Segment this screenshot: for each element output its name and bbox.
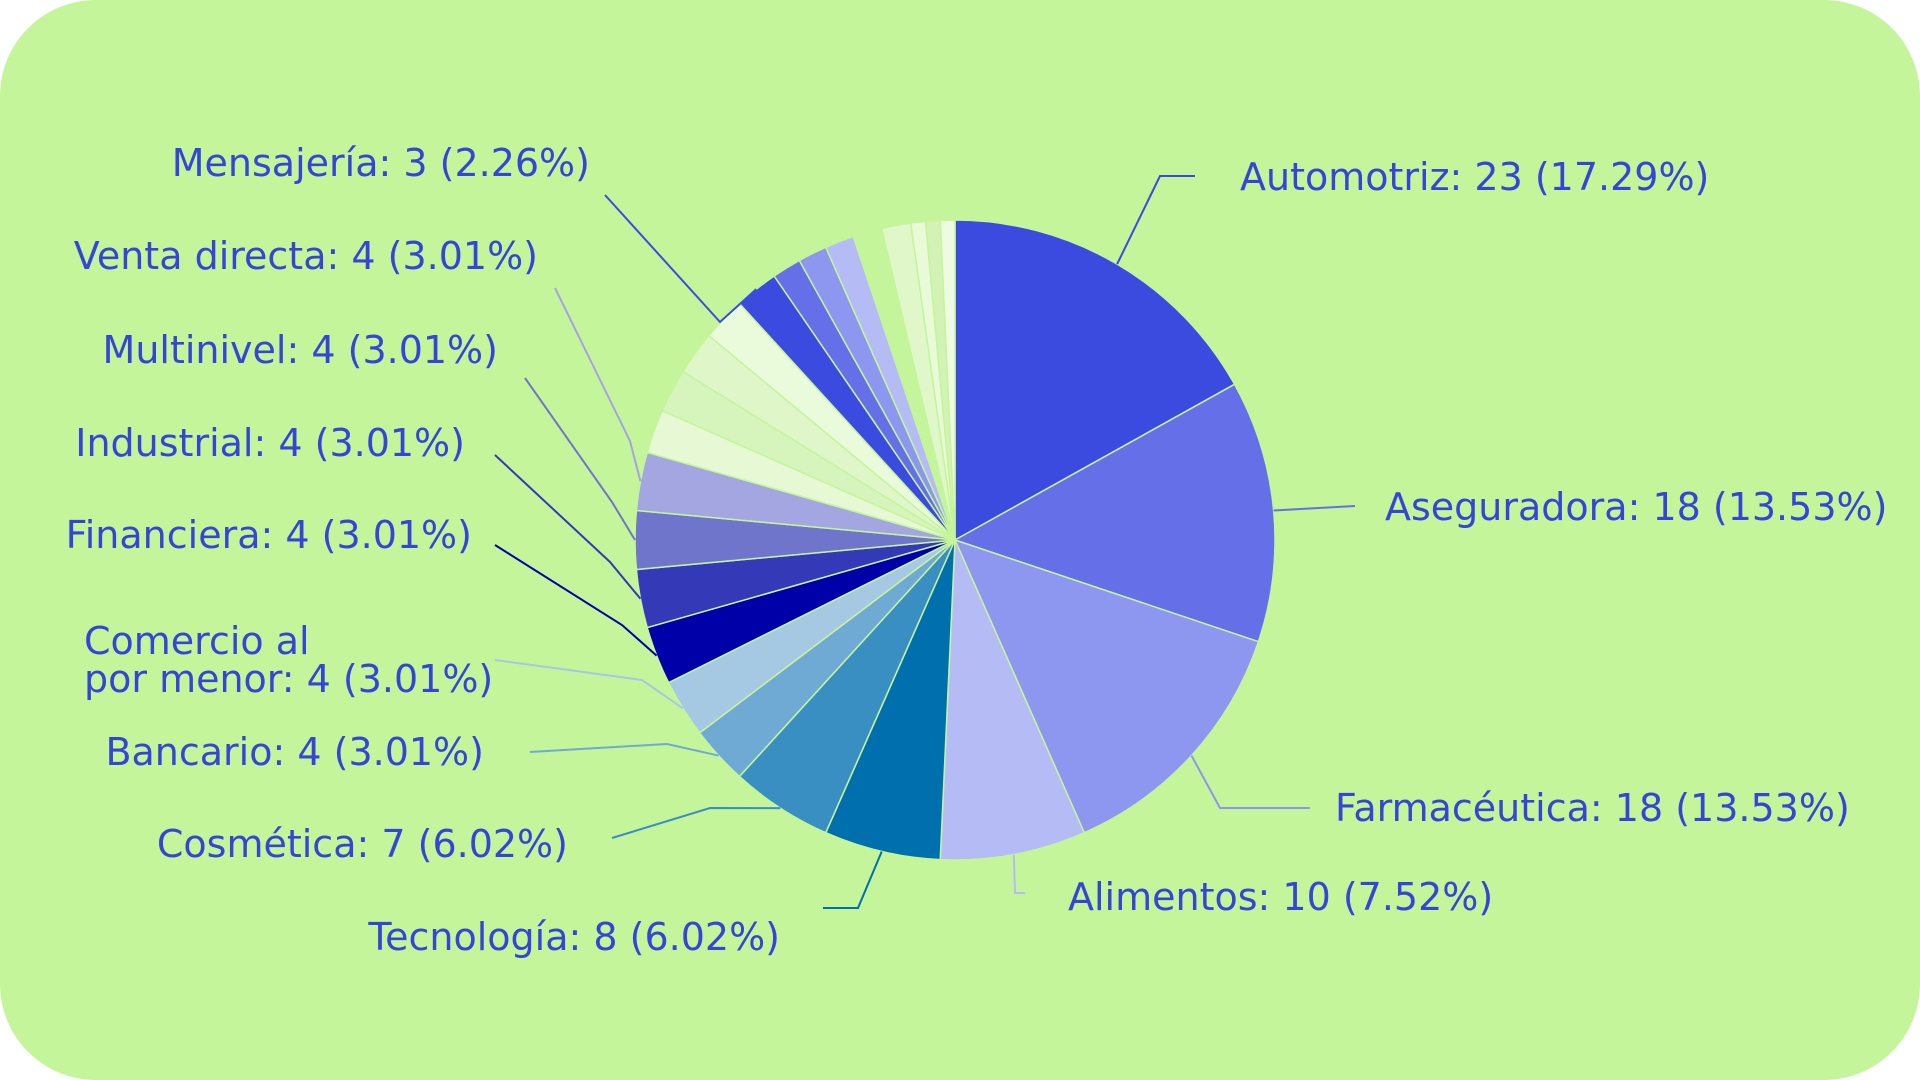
leader-line (1190, 755, 1310, 809)
pie-slice (939, 539, 1086, 861)
leader-line (1116, 175, 1195, 265)
slice-label: Industrial: 4 (3.01%) (75, 421, 465, 465)
slice-labels: Automotriz: 23 (17.29%) Aseguradora: 18 (… (66, 141, 1888, 959)
slice-label: Tecnología: 8 (6.02%) (367, 915, 780, 959)
slice-label: Farmacéutica: 18 (13.53%) (1335, 786, 1850, 830)
leader-line (494, 659, 684, 710)
leader-line (611, 806, 781, 839)
slice-label: Mensajería: 3 (2.26%) (172, 141, 590, 185)
slice-label: Venta directa: 4 (3.01%) (74, 234, 538, 278)
pie-slice (953, 538, 1260, 834)
pie-slice (939, 219, 956, 541)
slice-label: Alimentos: 10 (7.52%) (1068, 875, 1493, 919)
leader-line (524, 377, 636, 541)
pie-slice (953, 383, 1276, 643)
slice-label-line: Comercio al (84, 619, 310, 663)
leader-line (1012, 854, 1025, 894)
pie-slices (634, 219, 1276, 861)
leader-lines (494, 175, 1356, 909)
slice-label: Automotriz: 23 (17.29%) (1240, 155, 1709, 199)
slice-label: Aseguradora: 18 (13.53%) (1385, 485, 1887, 529)
leader-line (529, 742, 719, 757)
leader-line (1273, 505, 1356, 512)
leader-line (823, 851, 883, 909)
leader-line (554, 287, 642, 482)
leader-line (494, 544, 658, 657)
leader-line (494, 454, 642, 600)
slice-label: Financiera: 4 (3.01%) (66, 513, 472, 557)
pie-slice (954, 219, 1236, 542)
slice-label: Multinivel: 4 (3.01%) (103, 328, 498, 372)
leader-line (604, 194, 757, 324)
slice-label: Bancario: 4 (3.01%) (105, 730, 484, 774)
slice-label: Comercio al por menor: 4 (3.01%) (84, 619, 493, 701)
slice-label: Cosmética: 7 (6.02%) (157, 822, 568, 866)
slice-label-line: por menor: 4 (3.01%) (84, 657, 493, 701)
